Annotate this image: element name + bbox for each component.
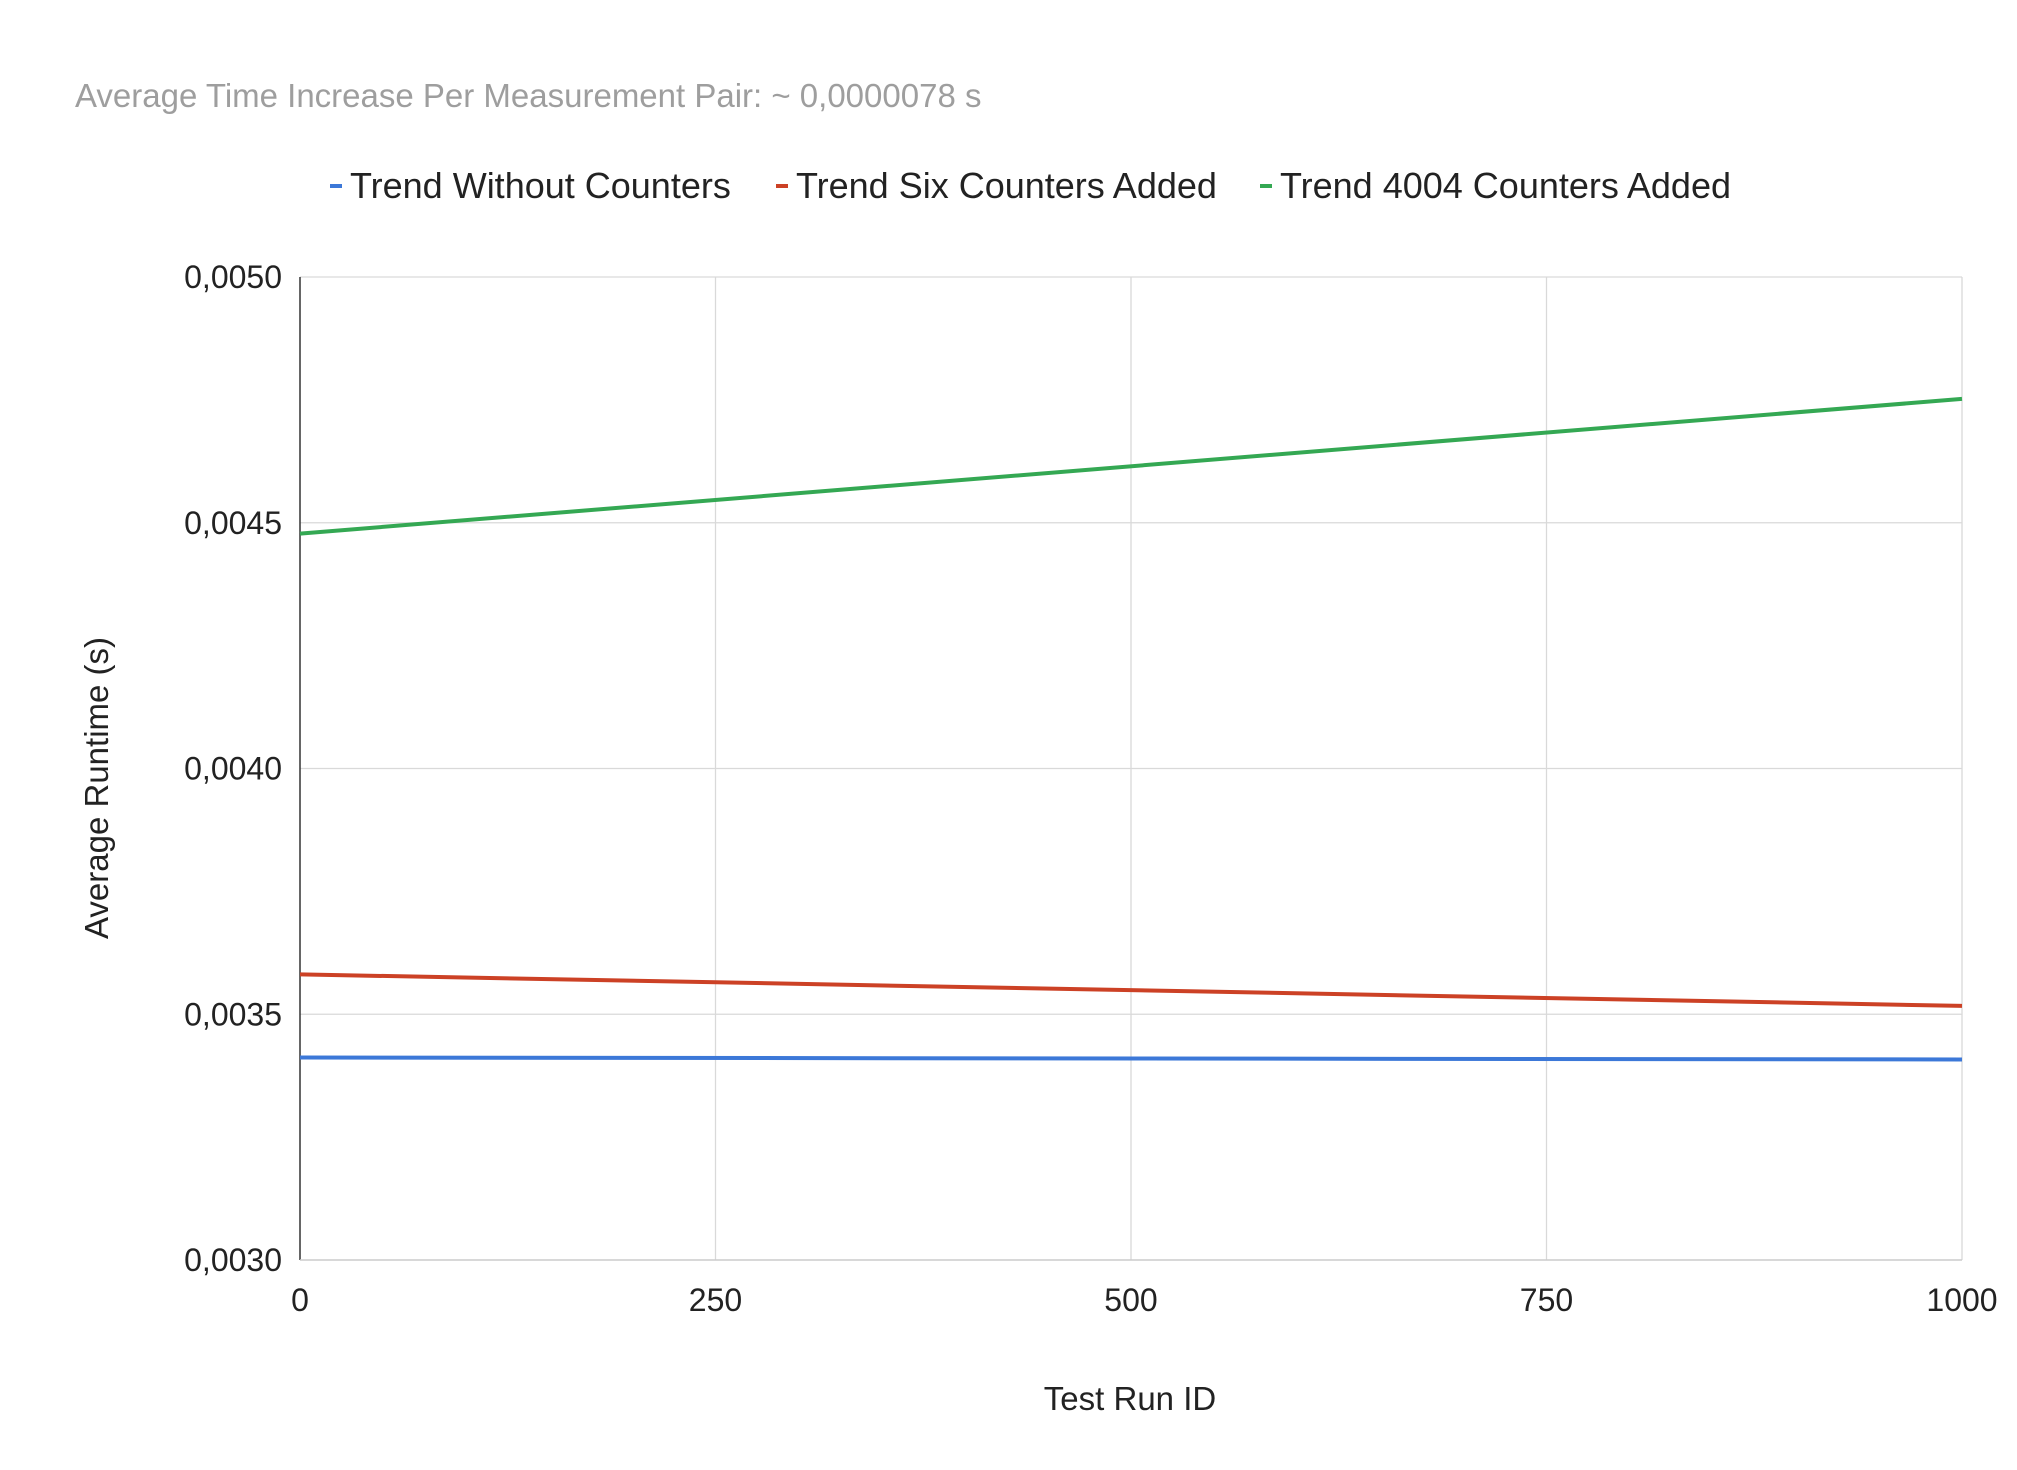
chart-title: Average Time Increase Per Measurement Pa…: [75, 77, 981, 114]
legend: Trend Without Counters Trend Six Counters…: [330, 165, 1731, 206]
y-tick-label: 0,0030: [184, 1242, 282, 1278]
legend-label: Trend Without Counters: [350, 165, 731, 206]
y-tick-label: 0,0045: [184, 505, 282, 541]
x-tick-label: 250: [689, 1282, 742, 1318]
x-tick-label: 500: [1104, 1282, 1157, 1318]
legend-label: Trend Six Counters Added: [796, 165, 1217, 206]
y-axis-title: Average Runtime (s): [78, 637, 115, 939]
plot-series: [299, 396, 1963, 1062]
series-line-2: [299, 396, 1963, 536]
x-tick-label: 0: [291, 1282, 309, 1318]
x-axis-ticks: 0 250 500 750 1000: [291, 1282, 1997, 1318]
y-tick-label: 0,0035: [184, 996, 282, 1032]
x-tick-label: 750: [1520, 1282, 1573, 1318]
gridlines: [300, 276, 1963, 1260]
series-line-0: [299, 1055, 1963, 1062]
series-line-1: [299, 972, 1963, 1008]
axes: [299, 277, 1962, 1261]
x-tick-label: 1000: [1926, 1282, 1997, 1318]
x-axis-title: Test Run ID: [1044, 1380, 1216, 1417]
legend-label: Trend 4004 Counters Added: [1280, 165, 1731, 206]
y-tick-label: 0,0050: [184, 259, 282, 295]
y-axis-ticks: 0,0030 0,0035 0,0040 0,0045 0,0050: [184, 259, 282, 1278]
y-tick-label: 0,0040: [184, 751, 282, 787]
